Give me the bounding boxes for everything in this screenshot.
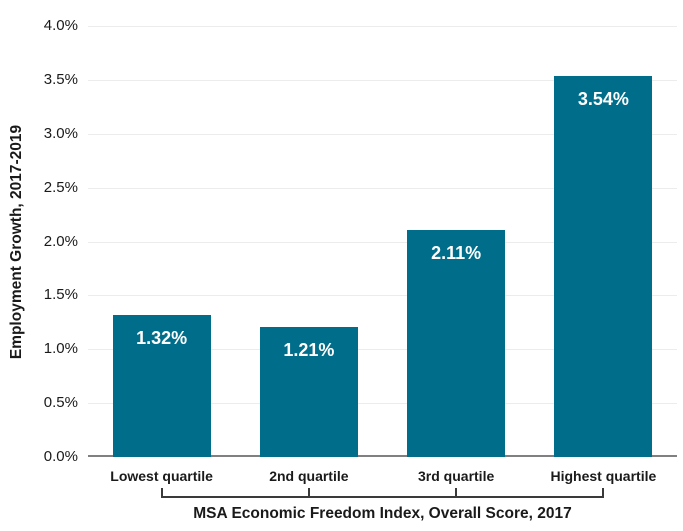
x-category-label: Lowest quartile bbox=[110, 468, 213, 484]
bracket-tick bbox=[455, 488, 458, 498]
bar: 1.21% bbox=[259, 326, 358, 457]
bar-value-label: 1.21% bbox=[283, 339, 335, 360]
y-tick-label: 0.5% bbox=[43, 394, 78, 412]
bar: 2.11% bbox=[407, 229, 506, 457]
y-tick-label: 3.0% bbox=[43, 124, 78, 142]
gridline bbox=[88, 349, 677, 351]
y-tick-label: 1.5% bbox=[43, 286, 78, 304]
x-category-label: 3rd quartile bbox=[418, 468, 495, 484]
bar-value-label: 3.54% bbox=[577, 88, 629, 109]
bar: 3.54% bbox=[554, 75, 653, 457]
bracket-line bbox=[161, 496, 604, 498]
gridline bbox=[88, 241, 677, 243]
y-tick-label: 1.0% bbox=[43, 340, 78, 358]
x-axis-bracket bbox=[160, 488, 605, 498]
gridline bbox=[88, 79, 677, 81]
y-tick-label: 3.5% bbox=[43, 70, 78, 88]
y-tick-label: 4.0% bbox=[43, 17, 78, 34]
gridline bbox=[88, 187, 677, 189]
plot-area: 1.32% 1.21% 2.11% 3.54% bbox=[88, 26, 677, 457]
gridline bbox=[88, 26, 677, 27]
bar-value-label: 1.32% bbox=[136, 327, 188, 348]
y-tick-label: 2.5% bbox=[43, 178, 78, 196]
gridline bbox=[88, 133, 677, 135]
bracket-tick bbox=[602, 488, 605, 498]
gridline bbox=[88, 403, 677, 405]
bracket-tick bbox=[160, 488, 163, 498]
bracket-tick bbox=[307, 488, 310, 498]
y-tick-label: 0.0% bbox=[43, 448, 78, 465]
bar: 1.32% bbox=[112, 314, 211, 457]
x-axis-line bbox=[88, 455, 677, 457]
x-category-label: Highest quartile bbox=[550, 468, 657, 484]
y-tick-label: 2.0% bbox=[43, 232, 78, 250]
x-axis-title: MSA Economic Freedom Index, Overall Scor… bbox=[193, 505, 572, 522]
x-category-label: 2nd quartile bbox=[269, 468, 349, 484]
gridline bbox=[88, 295, 677, 297]
bar-value-label: 2.11% bbox=[431, 242, 482, 263]
